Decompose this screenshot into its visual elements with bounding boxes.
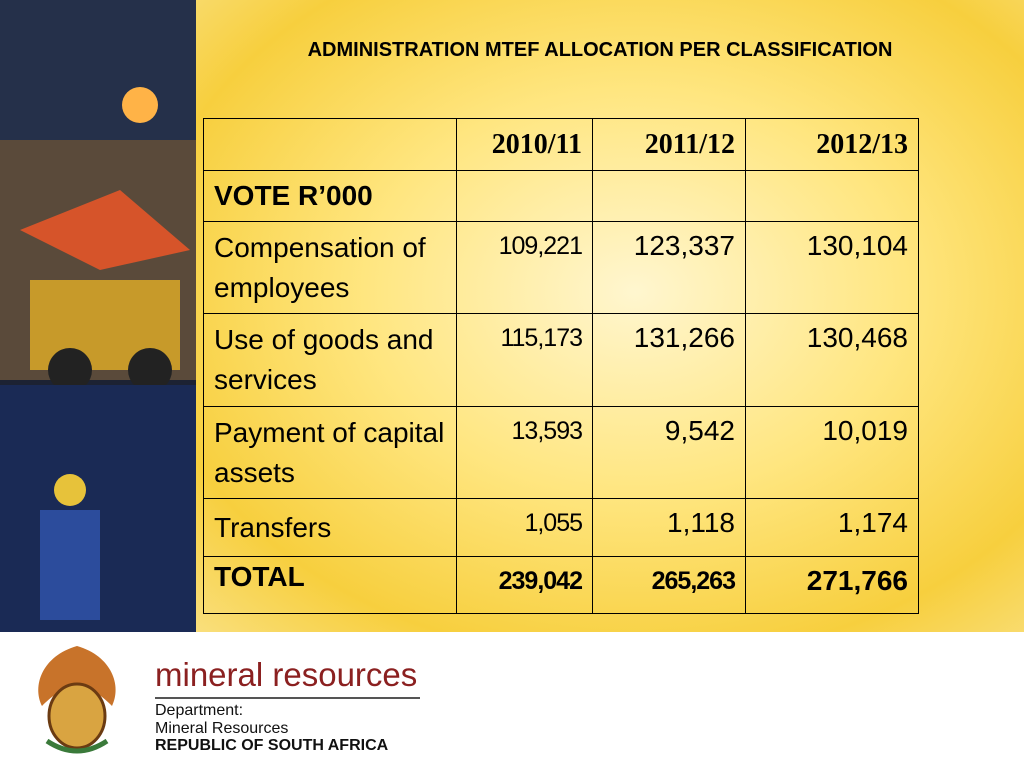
header-cell [203,118,457,171]
footer [0,632,1024,768]
allocation-table: 2010/11 2011/12 2012/13 VOTE R’000 Compensat… [203,118,919,614]
slide-title: ADMINISTRATION MTEF ALLOCATION PER CLASS… [307,39,893,61]
logo-line-1: Department: [155,702,244,719]
value-cell: 1,055 [456,498,593,557]
logo-line-2: Mineral Resources [155,720,289,737]
row-label: Use of goods and services [203,313,457,407]
value-cell: 130,104 [745,221,919,314]
value-cell: 123,337 [592,221,746,314]
logo-rule [155,697,420,699]
value-cell: 1,118 [592,498,746,557]
empty-cell [592,170,746,222]
value-cell: 109,221 [456,221,593,314]
logo-line-3: REPUBLIC OF SOUTH AFRICA [155,737,389,754]
header-cell: 2012/13 [745,118,919,171]
value-cell: 130,468 [745,313,919,407]
value-cell: 131,266 [592,313,746,407]
row-label: VOTE R’000 [203,170,457,222]
value-cell: 271,766 [745,556,919,614]
row-label: Payment of capital assets [203,406,457,499]
header-cell: 2010/11 [456,118,593,171]
value-cell: 115,173 [456,313,593,407]
photo-strip [0,0,196,632]
logo-name: mineral resources [155,656,418,693]
value-cell: 265,263 [592,556,746,614]
table-row: Use of goods and services 115,173 131,266 1… [203,313,919,407]
table-row: TOTAL 239,042 265,263 271,766 [203,556,919,614]
value-cell: 1,174 [745,498,919,557]
value-cell: 9,542 [592,406,746,499]
row-label: Transfers [203,498,457,557]
coat-of-arms [38,646,116,754]
value-cell: 10,019 [745,406,919,499]
header-row: 2010/11 2011/12 2012/13 [203,118,919,171]
empty-cell [745,170,919,222]
empty-cell [456,170,593,222]
table-row: Transfers 1,055 1,118 1,174 [203,498,919,557]
header-cell: 2011/12 [592,118,746,171]
table-row: Compensation of employees 109,221 123,337 1… [203,221,919,314]
value-cell: 239,042 [456,556,593,614]
table-row: Payment of capital assets 13,593 9,542 10,0… [203,406,919,499]
row-label: Compensation of employees [203,221,457,314]
value-cell: 13,593 [456,406,593,499]
row-label: TOTAL [203,556,457,614]
table-row: VOTE R’000 [203,170,919,222]
